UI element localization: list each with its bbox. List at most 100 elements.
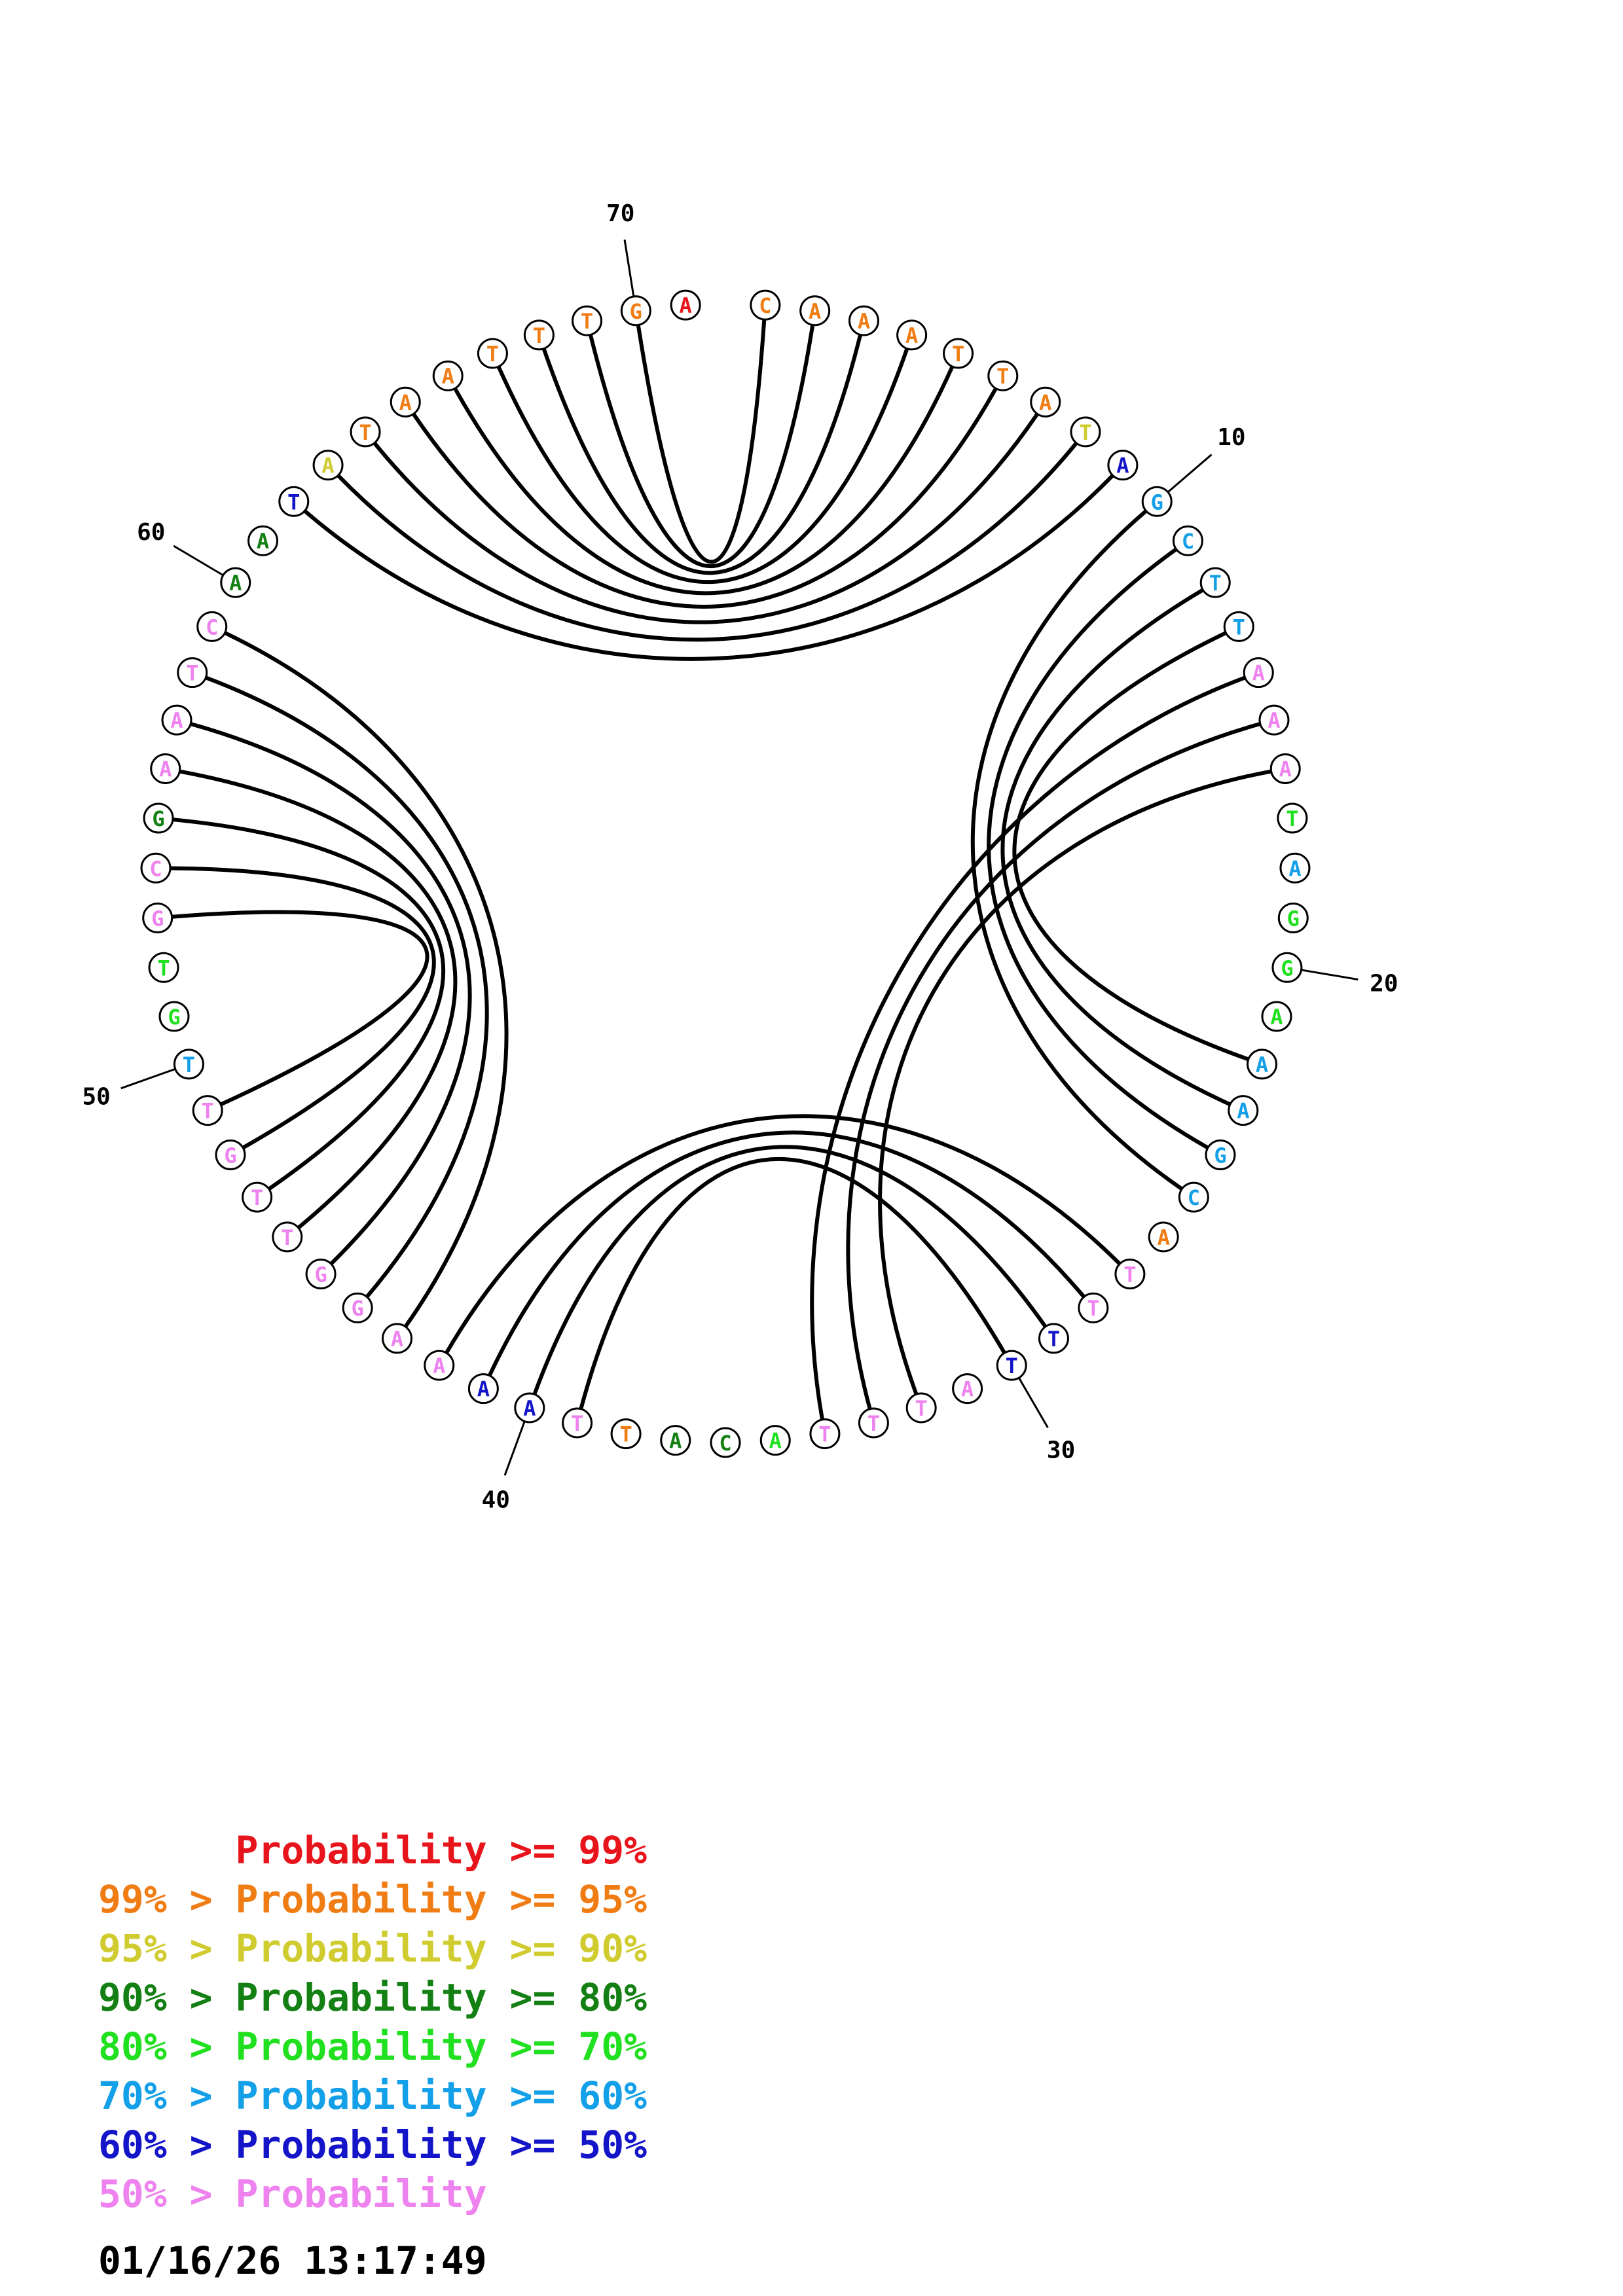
nucleotide-circle [242,1181,273,1213]
nucleotide-letter: G [152,806,164,831]
nucleotide-letter: G [352,1296,364,1321]
legend-text: Probability >= 60% [235,2073,647,2118]
nucleotide-circle [750,289,781,321]
nucleotide-circle [858,1407,889,1439]
legend-row: 90% > Probability >= 80% [98,1973,647,2022]
nucleotide-letter: T [915,1396,928,1421]
legend-row: 60% > Probability >= 50% [98,2121,647,2170]
nucleotide-circle [143,802,174,834]
nucleotide-circle [220,567,251,598]
nucleotide-letter: T [581,309,593,334]
nucleotide-circle [1205,1139,1236,1171]
nucleotide: A [1269,753,1301,784]
nucleotide: T [1277,802,1308,834]
legend-row: 50% > Probability [98,2170,647,2219]
nucleotide-circle [1228,1095,1259,1126]
nucleotide: A [432,360,464,391]
nucleotide-letter: A [433,1354,445,1378]
nucleotide-letter: T [1286,806,1298,831]
base-pair-arc [970,509,1183,1191]
nucleotide-letter: T [1006,1354,1018,1378]
nucleotide: C [1178,1181,1209,1213]
position-tick [120,1067,176,1090]
base-pair-arc [224,631,509,1328]
base-pair-arc [496,348,909,584]
nucleotide-letter: A [391,1327,403,1352]
legend-text: Probability >= 70% [235,2024,647,2069]
nucleotide: T [1199,567,1231,598]
nucleotide: C [750,289,781,321]
nucleotide-letter: T [533,323,545,348]
base-pair-arc [373,412,1039,624]
nucleotide-circle [158,1001,190,1032]
timestamp: 01/16/26 13:17:49 [98,2238,487,2283]
legend-row: 99% > Probability >= 95% [98,1875,647,1924]
nucleotide: A [1258,704,1290,736]
nucleotide: G [215,1139,246,1171]
nucleotide: T [996,1350,1027,1381]
nucleotide: A [247,525,279,556]
nucleotide: G [143,802,174,834]
nucleotide-circle [905,1392,937,1424]
nucleotide: G [1271,952,1303,983]
nucleotide: C [196,611,228,642]
legend-prefix: 99% > [98,1877,236,1922]
nucleotide-circle [523,319,555,351]
nucleotide: T [523,319,555,351]
nucleotide-letter: G [168,1005,180,1030]
base-pair-arc [190,722,472,1266]
nucleotide: G [305,1258,337,1289]
nucleotide-letter: C [206,615,218,639]
nucleotide-circle [1070,416,1101,448]
position-ticks: 10 20 30 40 50 60 70 [82,200,1398,1513]
nucleotide-letter: G [151,906,164,931]
position-tick [623,239,635,297]
nucleotide-letter: A [523,1396,536,1421]
base-pair-arc [488,1130,1085,1376]
nucleotide-circle [1199,567,1231,598]
nucleotide: G [1141,486,1173,517]
nucleotide-letter: T [486,342,499,367]
nucleotide: T [350,416,381,448]
nucleotide-letter: T [251,1185,263,1210]
nucleotide: A [660,1425,691,1456]
base-pair-arc [636,319,767,564]
legend-prefix: 90% > [98,1975,236,2020]
nucleotide-circle [562,1407,593,1439]
nucleotide: T [943,338,974,369]
legend-row: 70% > Probability >= 60% [98,2072,647,2121]
nucleotide-circle [1172,525,1203,556]
nucleotide-circle [1148,1221,1179,1253]
nucleotide-letter: A [1116,454,1129,478]
nucleotide-circle [1114,1258,1146,1289]
nucleotide-circle [350,416,381,448]
nucleotide-circle [1030,386,1061,418]
nucleotide-letter: A [1279,757,1292,781]
nucleotide-circle [610,1418,642,1450]
nucleotide-ring: C A AATTATAGCTTAAATAGGAAAGCATTTTATTTACATTA… [140,289,1311,1458]
nucleotide-circle [1223,611,1254,642]
position-label: 20 [1370,971,1398,997]
nucleotide-letter: T [1123,1262,1136,1287]
legend-row: Probability >= 99% [98,1826,647,1875]
nucleotide: A [467,1373,499,1405]
legend-prefix [98,1828,236,1873]
nucleotide-letter: A [1270,1005,1283,1030]
nucleotide-circle [140,852,172,884]
nucleotide: T [177,657,208,689]
nucleotide-circle [710,1427,741,1458]
nucleotide-letter: A [809,299,821,324]
position-tick [1167,454,1213,493]
nucleotide-circle [312,450,344,481]
nucleotide-letter: A [170,708,183,733]
nucleotide-letter: A [159,757,172,781]
position-tick [1301,969,1359,981]
nucleotide: A [952,1373,983,1405]
base-pair-arc [179,769,458,1230]
nucleotide: A [1243,657,1274,689]
nucleotide-letter: C [1188,1185,1200,1210]
nucleotide-letter: A [1267,708,1280,733]
nucleotide-circle [142,903,173,934]
nucleotide: C [140,852,172,884]
nucleotide-circle [952,1373,983,1405]
